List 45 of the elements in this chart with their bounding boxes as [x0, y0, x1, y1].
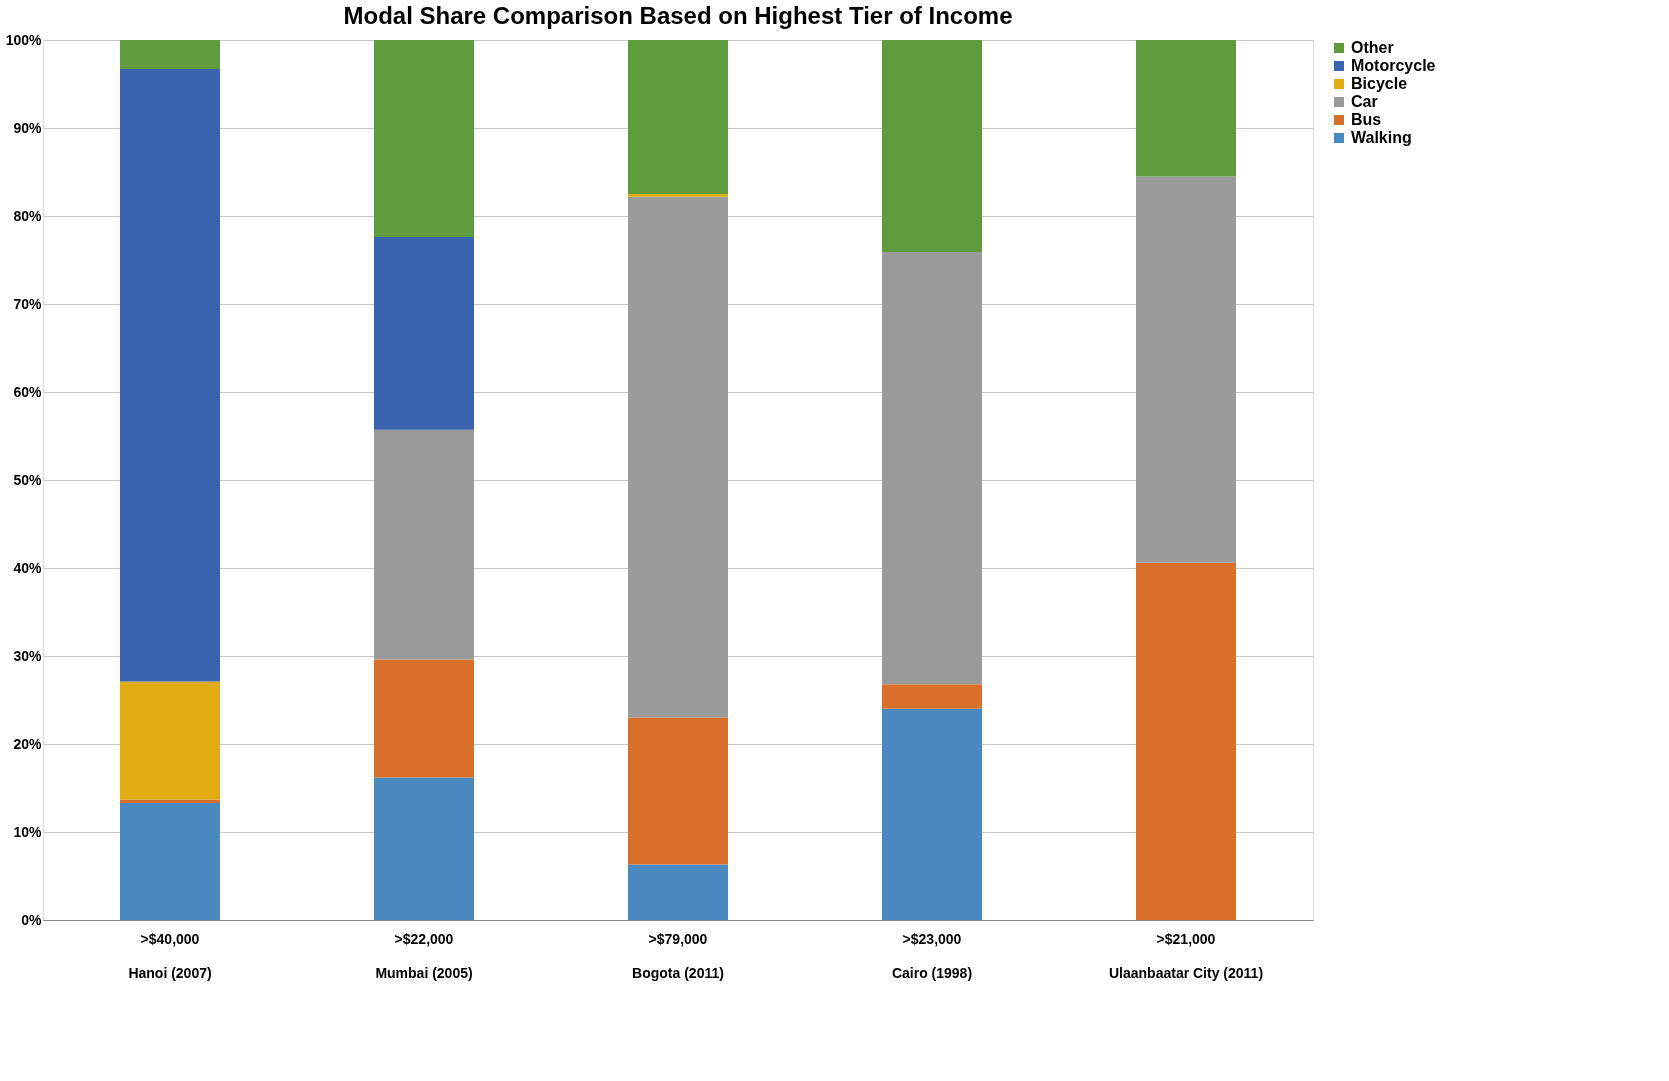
- bar: [374, 659, 474, 778]
- bar: [1136, 562, 1236, 920]
- category-label: >$40,000 Hanoi (2007): [128, 930, 212, 981]
- bar: [1136, 40, 1236, 177]
- y-tick-label: 40%: [13, 559, 43, 576]
- legend-label: Bicycle: [1351, 75, 1408, 92]
- bar: [120, 40, 220, 70]
- bar: [120, 69, 220, 682]
- y-tick-label: 10%: [13, 823, 43, 840]
- category-label: >$23,000 Cairo (1998): [891, 930, 973, 981]
- legend-label: Other: [1351, 39, 1394, 56]
- y-tick-label: 80%: [13, 207, 43, 224]
- y-tick-label: 50%: [13, 471, 43, 488]
- legend-label: Walking: [1351, 129, 1412, 146]
- chart-title: Modal Share Comparison Based on Highest Tier of Income: [343, 2, 1013, 29]
- legend-label: Bus: [1351, 111, 1382, 128]
- bar: [882, 708, 982, 920]
- y-tick-label: 100%: [5, 31, 43, 48]
- bar: [1136, 176, 1236, 563]
- bar: [374, 40, 474, 238]
- bar: [374, 429, 474, 660]
- y-tick-label: 20%: [13, 735, 43, 752]
- bar: [628, 717, 728, 865]
- bar: [628, 40, 728, 194]
- bar: [120, 799, 220, 803]
- bar: [628, 196, 728, 718]
- bar: [120, 681, 220, 800]
- bar: [882, 40, 982, 253]
- y-tick-label: 70%: [13, 295, 43, 312]
- y-tick-label: 60%: [13, 383, 43, 400]
- legend-label: Car: [1351, 93, 1378, 110]
- bar: [628, 194, 728, 197]
- bar: [628, 864, 728, 920]
- y-tick-label: 0%: [21, 911, 43, 928]
- bar: [882, 684, 982, 709]
- y-tick-label: 90%: [13, 119, 43, 136]
- y-tick-label: 30%: [13, 647, 43, 664]
- category-label: >$22,000 Mumbai (2005): [375, 930, 473, 981]
- category-label: >$79,000 Bogota (2011): [632, 930, 724, 981]
- bar: [882, 252, 982, 685]
- bar: [120, 802, 220, 920]
- bar: [374, 777, 474, 920]
- bar: [374, 237, 474, 430]
- legend-label: Motorcycle: [1351, 57, 1436, 74]
- category-label: >$21,000 Ulaanbaatar City (2011): [1108, 930, 1264, 981]
